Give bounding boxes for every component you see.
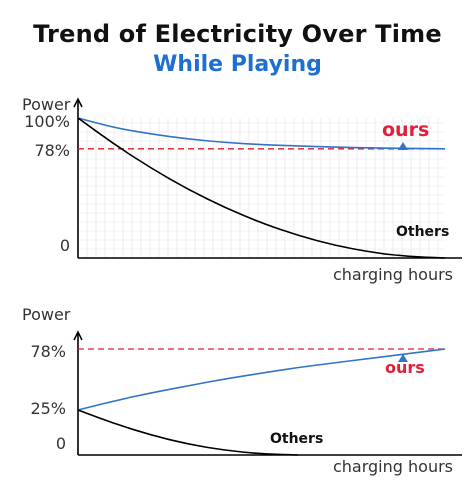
series-line-ours [77,348,446,411]
series-label-ours: ours [382,119,429,141]
y-axis-label: Power [22,305,71,324]
y-axis-arrow [73,97,83,108]
x-axis-label: charging hours [333,265,453,284]
y-axis-label: Power [22,95,71,114]
series-label-others: Others [396,224,449,240]
y-tick-label: 78% [34,141,70,160]
x-axis-label: charging hours [333,457,453,476]
y-tick-label: 78% [30,342,66,361]
series-line-ours [77,117,446,150]
ours-marker-icon [398,354,408,362]
y-axis-arrow [73,330,83,341]
series-line-others [77,409,299,456]
y-tick-label: 25% [30,399,66,418]
y-tick-label: 100% [24,112,70,131]
ours-marker-icon [398,142,408,150]
chart-title: Trend of Electricity Over Time [33,20,442,48]
y-tick-label: 0 [60,236,70,255]
chart-subtitle: While Playing [153,52,322,77]
series-label-ours: ours [385,358,425,377]
y-tick-label: 0 [56,434,66,453]
series-line-others [77,117,446,259]
series-label-others: Others [270,431,323,447]
